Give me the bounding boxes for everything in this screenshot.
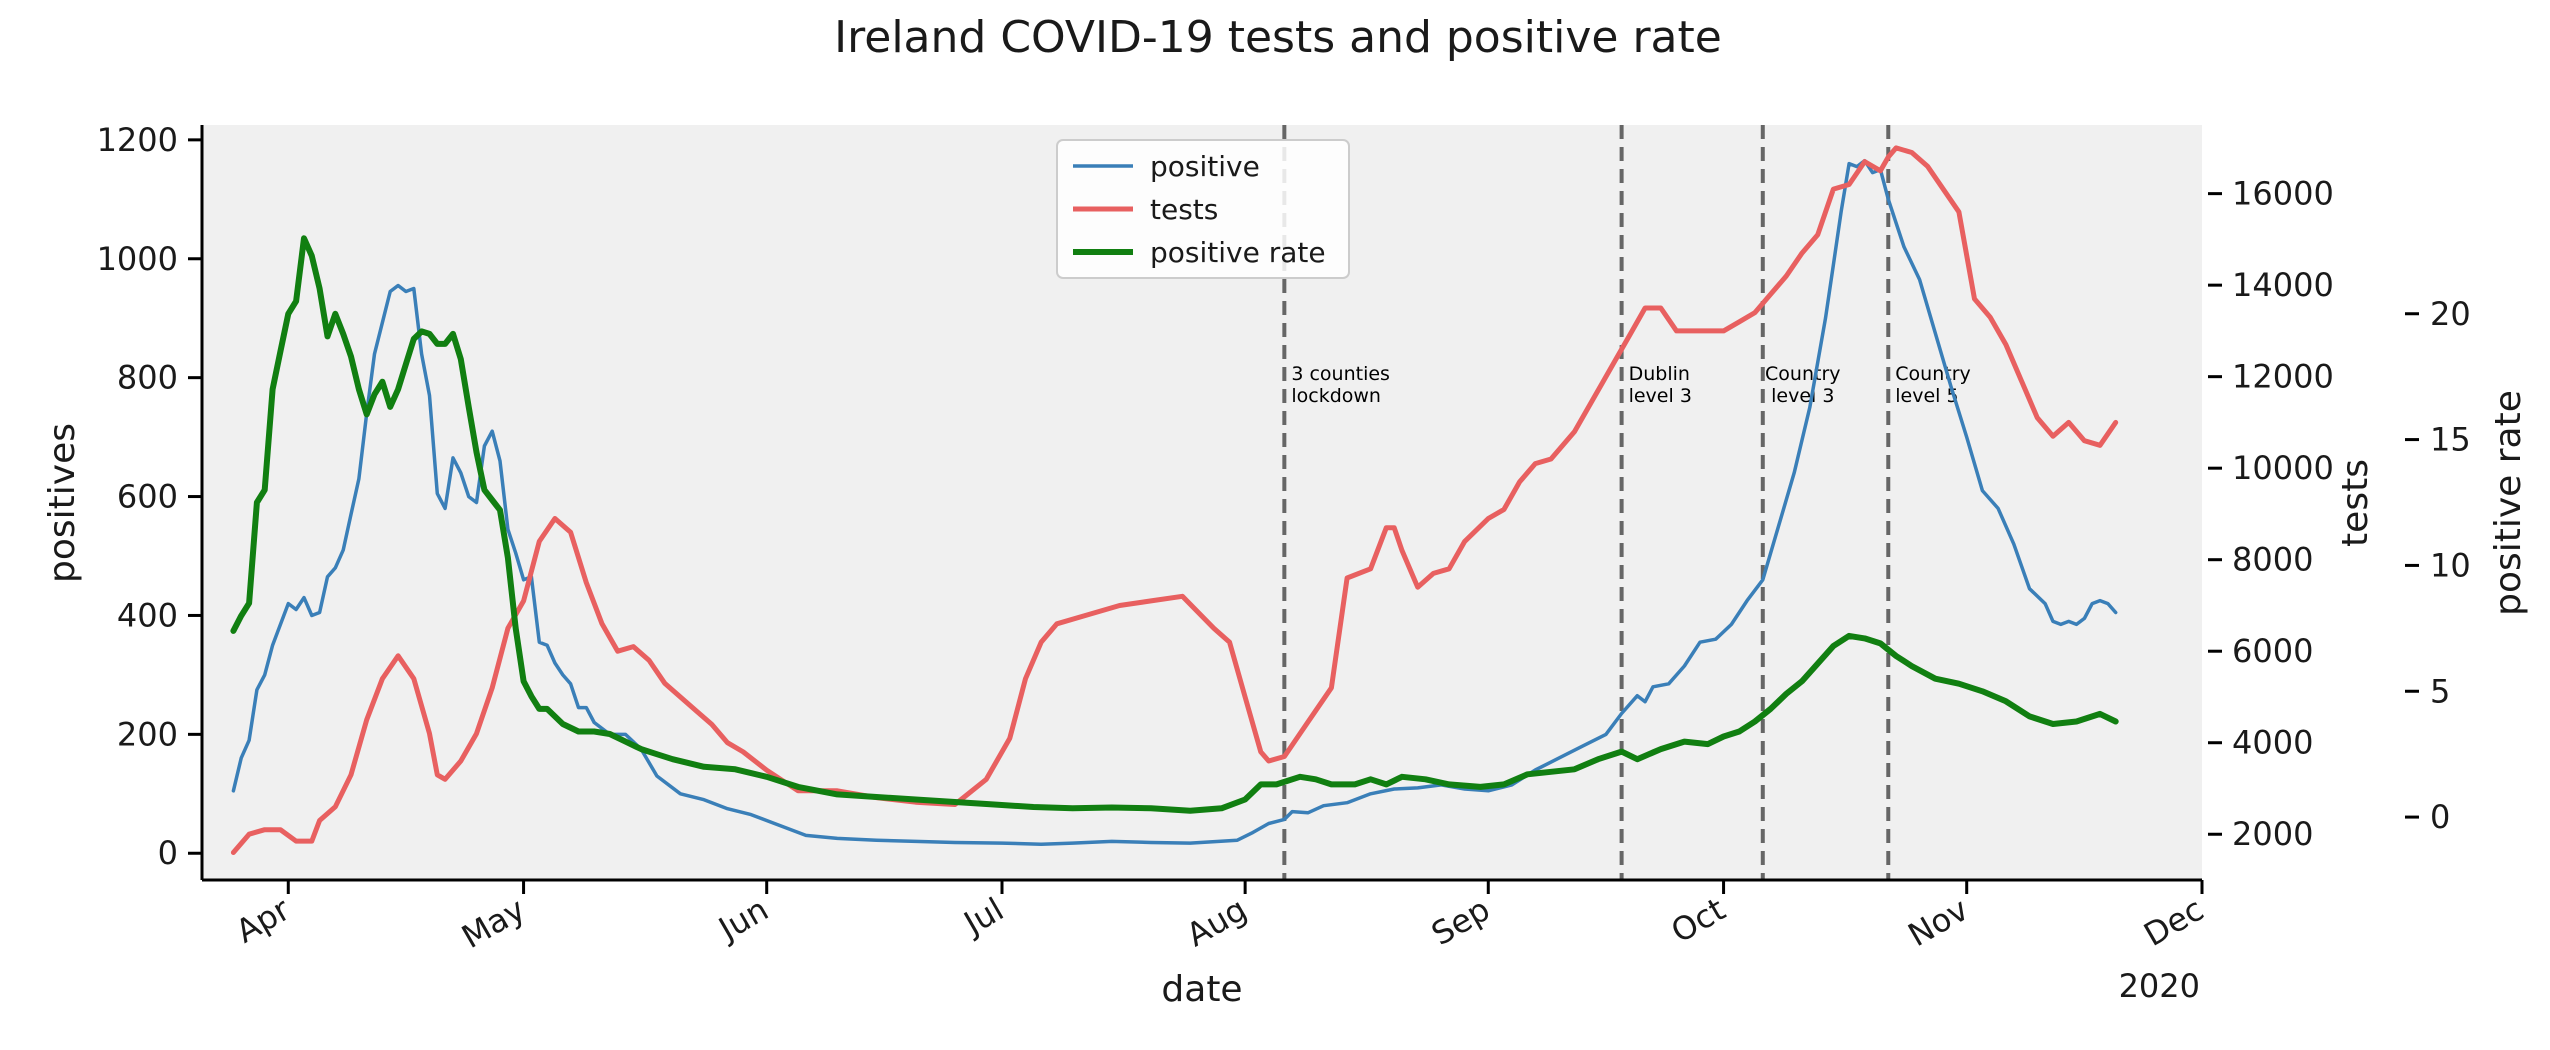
x-tick-label: Jun — [711, 890, 775, 949]
left-axis-label: positives — [42, 423, 83, 583]
left-tick-label: 600 — [117, 478, 178, 516]
tests-tick-label: 14000 — [2232, 266, 2334, 304]
tests-tick-label: 10000 — [2232, 449, 2334, 487]
rate-tick-label: 0 — [2430, 798, 2450, 836]
event-label: Country — [1895, 363, 1970, 385]
tests-axis-label: tests — [2335, 459, 2376, 547]
series-line-positive — [231, 158, 2118, 847]
tests-tick-label: 6000 — [2232, 632, 2313, 670]
left-tick-label: 200 — [117, 715, 178, 753]
event-label: level 5 — [1895, 385, 1958, 407]
left-tick-label: 1200 — [97, 121, 178, 159]
series-line-tests — [230, 145, 2119, 855]
x-axis-ticks: Apr May Jun Jul Aug Sep Oct Nov Dec — [229, 880, 2210, 956]
x-tick-label: Oct — [1665, 890, 1732, 951]
tests-axis-ticks: 2000 4000 6000 8000 10000 12000 14000 16000 — [2208, 175, 2334, 853]
series-lines — [230, 145, 2119, 855]
tests-tick-label: 16000 — [2232, 175, 2334, 213]
rate-axis-label: positive rate — [2488, 390, 2529, 616]
event-label: 3 counties — [1291, 363, 1390, 385]
event-label: Country — [1765, 363, 1840, 385]
legend-label: positive rate — [1150, 236, 1326, 269]
rate-tick-label: 10 — [2430, 546, 2471, 584]
tests-tick-label: 12000 — [2232, 358, 2334, 396]
legend-box — [1056, 139, 1350, 279]
left-tick-label: 0 — [158, 834, 178, 872]
tests-tick-label: 2000 — [2232, 815, 2313, 853]
chart-title: Ireland COVID-19 tests and positive rate — [834, 12, 1722, 63]
left-tick-label: 800 — [117, 359, 178, 397]
rate-axis-ticks: 0 5 10 15 20 — [2405, 295, 2471, 836]
x-axis-year-label: 2020 — [2119, 967, 2200, 1005]
x-tick-label: Sep — [1425, 890, 1496, 953]
x-tick-label: Apr — [229, 890, 297, 951]
legend: positive tests positive rate — [1056, 139, 1350, 279]
left-axis-ticks: 0 200 400 600 800 1000 1200 — [97, 121, 202, 872]
event-label: lockdown — [1291, 385, 1381, 407]
legend-label: tests — [1150, 193, 1218, 226]
event-label: level 3 — [1629, 385, 1692, 407]
x-tick-label: May — [455, 890, 531, 956]
tests-tick-label: 8000 — [2232, 541, 2313, 579]
legend-label: positive — [1150, 150, 1260, 183]
event-label: level 3 — [1771, 385, 1834, 407]
tests-tick-label: 4000 — [2232, 724, 2313, 762]
series-line-positive-rate — [230, 235, 2119, 814]
rate-tick-label: 5 — [2430, 672, 2450, 710]
left-tick-label: 400 — [117, 596, 178, 634]
x-tick-label: Dec — [2137, 890, 2210, 954]
rate-tick-label: 20 — [2430, 295, 2471, 333]
x-tick-label: Jul — [956, 890, 1010, 943]
x-tick-label: Aug — [1180, 890, 1253, 954]
x-axis-label: date — [1161, 969, 1242, 1010]
left-tick-label: 1000 — [97, 240, 178, 278]
x-tick-label: Nov — [1902, 890, 1975, 954]
event-label: Dublin — [1629, 363, 1690, 385]
rate-tick-label: 15 — [2430, 421, 2471, 459]
